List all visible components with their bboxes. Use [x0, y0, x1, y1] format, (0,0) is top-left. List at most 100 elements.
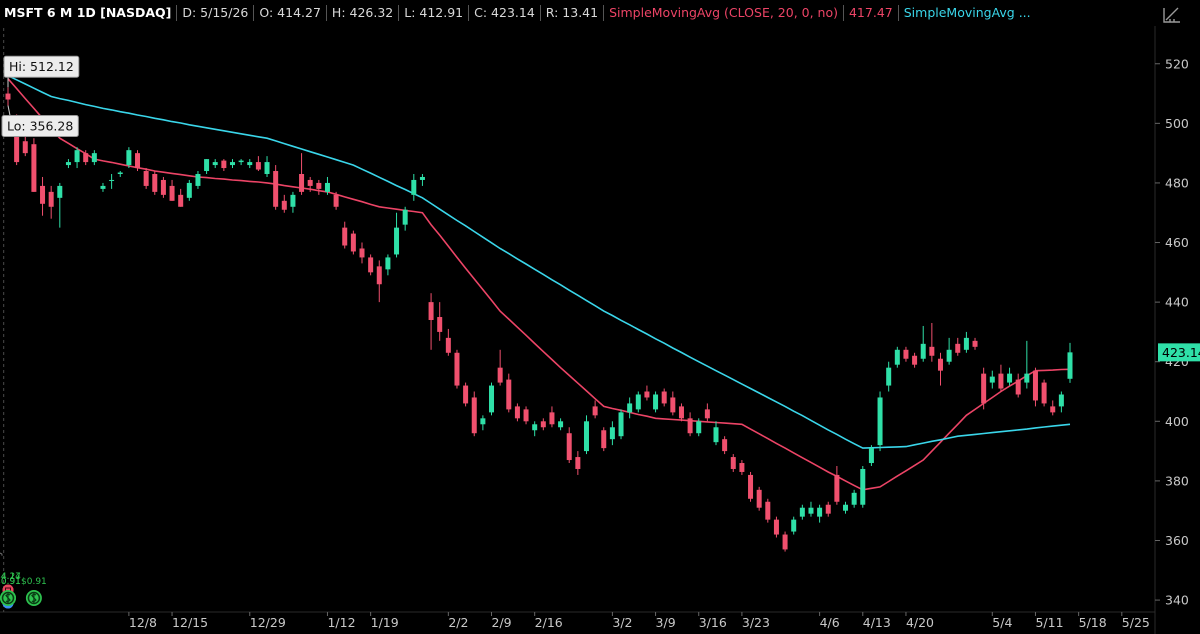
candle-body — [868, 448, 874, 464]
candle-body — [791, 519, 797, 532]
candle-body — [1067, 352, 1073, 379]
x-tick-label: 12/8 — [129, 615, 157, 630]
candle-body — [411, 179, 417, 195]
candle-body — [22, 141, 28, 154]
y-tick-label: 400 — [1165, 414, 1189, 429]
x-tick-label: 5/18 — [1079, 615, 1107, 630]
stat: R: 13.41 — [539, 5, 603, 21]
x-tick-label: 12/29 — [250, 615, 286, 630]
candle-body — [1024, 373, 1030, 383]
candle-body — [91, 153, 97, 163]
candle-body — [799, 507, 805, 517]
candle-body — [419, 176, 425, 180]
candle-body — [549, 412, 555, 425]
candle-body — [523, 409, 529, 422]
candle-body — [333, 194, 339, 207]
event-label: $4.27 — [0, 572, 21, 582]
candle-body — [583, 421, 589, 452]
style-icon[interactable] — [1163, 7, 1180, 23]
candle-body — [937, 358, 943, 371]
callout-box — [3, 55, 80, 78]
candle-body — [722, 439, 728, 452]
candle-body — [713, 427, 719, 443]
candle-body — [195, 174, 201, 186]
candle-body — [540, 421, 546, 428]
candle-body — [653, 394, 659, 410]
x-tick-label: 2/9 — [492, 615, 512, 630]
candle-body — [359, 248, 365, 258]
candle-body — [912, 355, 918, 365]
event-marker: $0.91 — [21, 577, 47, 606]
candle-body — [1041, 382, 1047, 404]
candle-body — [376, 266, 382, 285]
candle-body — [851, 492, 857, 505]
candle-body — [471, 397, 477, 434]
candle-body — [221, 160, 227, 169]
candle-body — [946, 349, 952, 362]
candle-body — [290, 194, 296, 207]
candle-body — [903, 349, 909, 359]
candle-body — [696, 421, 702, 434]
candle-body — [65, 162, 71, 166]
icon-path[interactable] — [1163, 7, 1180, 23]
candle-body — [5, 93, 11, 100]
candle-body — [126, 150, 132, 166]
candle-body — [514, 406, 520, 419]
candle-body — [618, 412, 624, 437]
candle-body — [480, 418, 486, 425]
x-tick-label: 4/20 — [906, 615, 934, 630]
candle-body — [635, 394, 641, 410]
x-tick-label: 1/19 — [371, 615, 399, 630]
study-value: 417.47 — [842, 5, 898, 21]
y-tick-label: 460 — [1165, 235, 1189, 250]
x-tick-label: 1/12 — [327, 615, 355, 630]
x-tick-label: 4/6 — [820, 615, 840, 630]
candle-body — [765, 501, 771, 520]
candle-body — [169, 185, 175, 201]
candle-body — [894, 349, 900, 365]
candle-body — [972, 340, 978, 347]
candle-body — [575, 457, 581, 469]
sma-line — [7, 74, 1071, 449]
candle-body — [135, 153, 141, 169]
candle-body — [186, 182, 192, 198]
x-tick-label: 2/16 — [535, 615, 563, 630]
candle-body — [109, 179, 115, 181]
candle-body — [229, 162, 235, 166]
x-tick-label: 5/11 — [1035, 615, 1063, 630]
candle-body — [929, 346, 935, 356]
candle-body — [160, 179, 166, 195]
candle-body — [877, 397, 883, 446]
candle-body — [342, 227, 348, 246]
candle-body — [532, 424, 538, 431]
last-price-label: 423.14 — [1162, 345, 1200, 360]
candle-body — [989, 376, 995, 383]
candle-body — [661, 391, 667, 404]
event-marker: $0.91 — [0, 577, 21, 606]
stat: O: 414.27 — [253, 5, 326, 21]
candle-body — [627, 403, 633, 413]
candle-body — [299, 174, 305, 192]
candle-body — [152, 174, 158, 192]
candle-body — [566, 433, 572, 461]
candle-body — [324, 182, 330, 192]
candle-body — [247, 162, 253, 166]
candle-body — [497, 367, 503, 383]
candle-body — [437, 317, 443, 332]
candle-body — [316, 182, 322, 189]
candle-body — [920, 343, 926, 359]
candle-body — [14, 132, 20, 163]
candle-body — [264, 162, 270, 174]
candle-body — [238, 160, 244, 163]
candle-body — [255, 162, 261, 170]
event-label: $0.91 — [0, 577, 21, 587]
header: MSFT 6 M 1D [NASDAQ] D: 5/15/26 O: 414.2… — [0, 0, 1036, 26]
stat: C: 423.14 — [468, 5, 540, 21]
callout-label: Lo: 356.28 — [7, 118, 73, 133]
x-tick-label: 4/13 — [863, 615, 891, 630]
x-tick-label: 3/2 — [612, 615, 632, 630]
stat: D: 5/15/26 — [176, 5, 253, 21]
x-tick-label: 3/9 — [656, 615, 676, 630]
y-tick-label: 500 — [1165, 116, 1189, 131]
